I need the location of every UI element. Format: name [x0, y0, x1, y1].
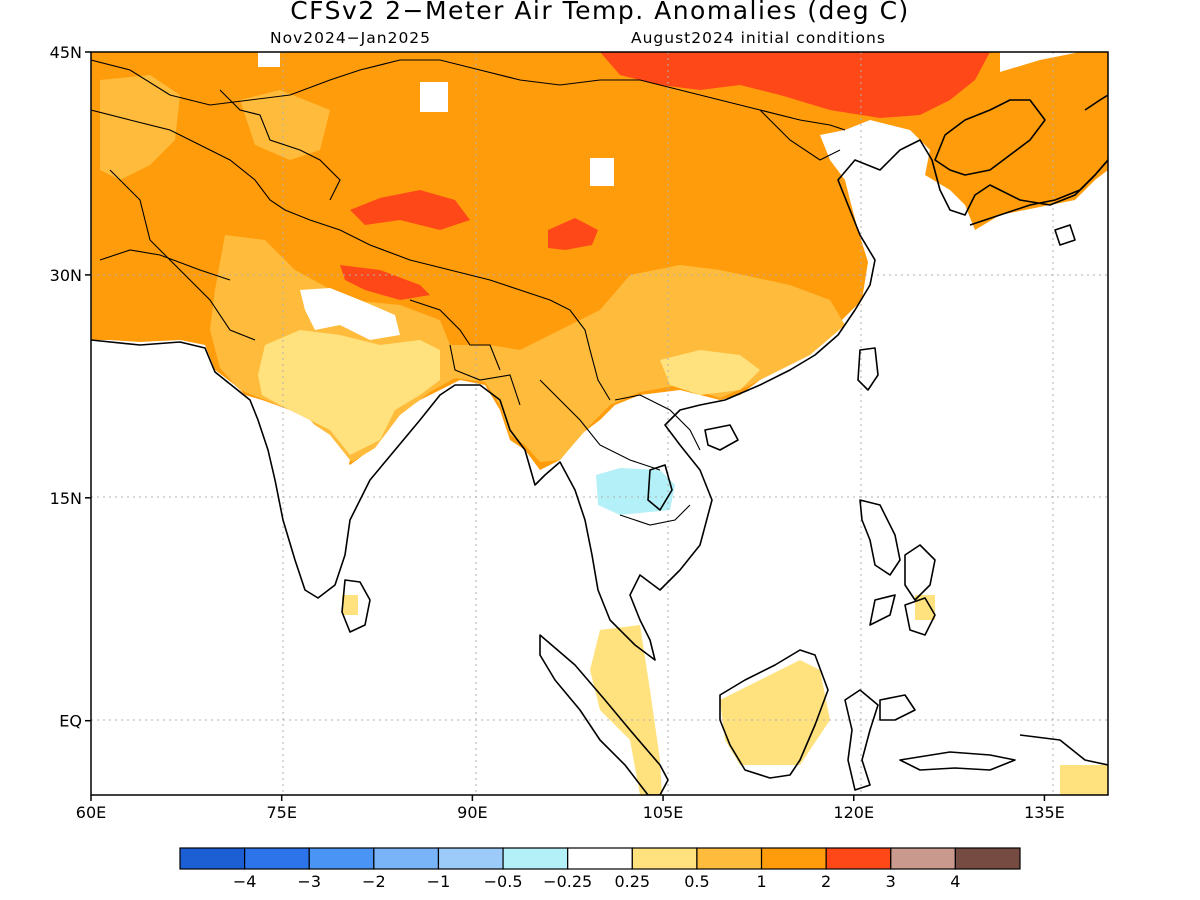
country-borders	[91, 59, 846, 526]
colorbar-label: 4	[950, 872, 960, 891]
colorbar-label: 1	[756, 872, 766, 891]
colorbar-swatch	[437, 847, 504, 870]
anomaly-0.25-to-0.5	[915, 595, 935, 620]
colorbar-label: −3	[297, 872, 321, 891]
lat-tick-label: 30N	[50, 266, 82, 285]
colorbar-label: 2	[821, 872, 831, 891]
near-zero-region	[258, 52, 280, 67]
lon-tick-label: 105E	[643, 803, 684, 822]
anomaly-2-to-3	[548, 218, 598, 250]
lon-tick-label: 120E	[833, 803, 874, 822]
anomaly-0.25-to-0.5	[258, 330, 440, 455]
lon-tick-label: 60E	[76, 803, 106, 822]
anomaly-2-to-3	[340, 265, 430, 300]
anomaly-0.5-to-1	[100, 75, 180, 180]
anomaly-0.5-to-1	[240, 90, 330, 160]
colorbar-label: 3	[886, 872, 896, 891]
near-zero-region	[300, 288, 400, 340]
colorbar-swatch	[696, 847, 763, 870]
colorbar-swatch	[179, 847, 246, 870]
near-zero-region	[260, 415, 350, 590]
lat-tick-label: 45N	[50, 43, 82, 62]
anomaly-2-to-3	[600, 52, 990, 118]
colorbar-label: −4	[233, 872, 257, 891]
coastlines	[91, 94, 1108, 795]
latitude-axis: 45N 30N 15N EQ	[50, 43, 91, 731]
anomaly-0.25-to-0.5	[660, 350, 760, 395]
lon-tick-label: 135E	[1024, 803, 1065, 822]
anomaly-neg0.5-to-neg0.25	[596, 468, 675, 515]
anomaly-0.25-to-0.5	[1060, 765, 1108, 795]
colorbar-label: −0.25	[543, 872, 592, 891]
colorbar-swatch	[502, 847, 569, 870]
colorbar-label: 0.5	[684, 872, 709, 891]
colorbar-swatch	[373, 847, 440, 870]
colorbar: −4 −3 −2 −1 −0.5 −0.25 0.25 0.5 1 2 3 4	[179, 847, 1021, 891]
map-gridlines	[91, 52, 1108, 795]
map-frame	[90, 51, 1109, 796]
lat-tick-label: EQ	[59, 712, 82, 731]
lon-tick-label: 90E	[457, 803, 487, 822]
map-title: CFSv2 2−Meter Air Temp. Anomalies (deg C…	[290, 0, 910, 25]
colorbar-swatch	[825, 847, 892, 870]
colorbar-swatch	[890, 847, 956, 870]
colorbar-swatch	[567, 847, 633, 870]
lon-tick-label: 75E	[266, 803, 296, 822]
anomaly-0.25-to-0.5	[720, 660, 830, 765]
lat-tick-label: 15N	[50, 489, 82, 508]
colorbar-swatch	[631, 847, 698, 870]
colorbar-label: −2	[362, 872, 386, 891]
colorbar-swatch	[954, 847, 1021, 870]
colorbar-label: −0.5	[484, 872, 523, 891]
anomaly-0.25-to-0.5	[590, 625, 662, 795]
anomaly-0.25-to-0.5	[342, 595, 358, 615]
colorbar-swatch	[308, 847, 375, 870]
colorbar-label: −1	[427, 872, 451, 891]
anomaly-2-to-3	[350, 190, 470, 230]
forecast-period: Nov2024−Jan2025	[270, 29, 432, 47]
colorbar-swatch	[244, 847, 310, 870]
near-zero-region	[590, 158, 614, 186]
colorbar-label: 0.25	[614, 872, 650, 891]
anomaly-shading	[91, 52, 1108, 795]
near-zero-region	[420, 82, 448, 112]
longitude-axis: 60E 75E 90E 105E 120E 135E	[76, 795, 1065, 822]
initial-conditions: August2024 initial conditions	[631, 29, 886, 47]
colorbar-swatch	[760, 847, 827, 870]
